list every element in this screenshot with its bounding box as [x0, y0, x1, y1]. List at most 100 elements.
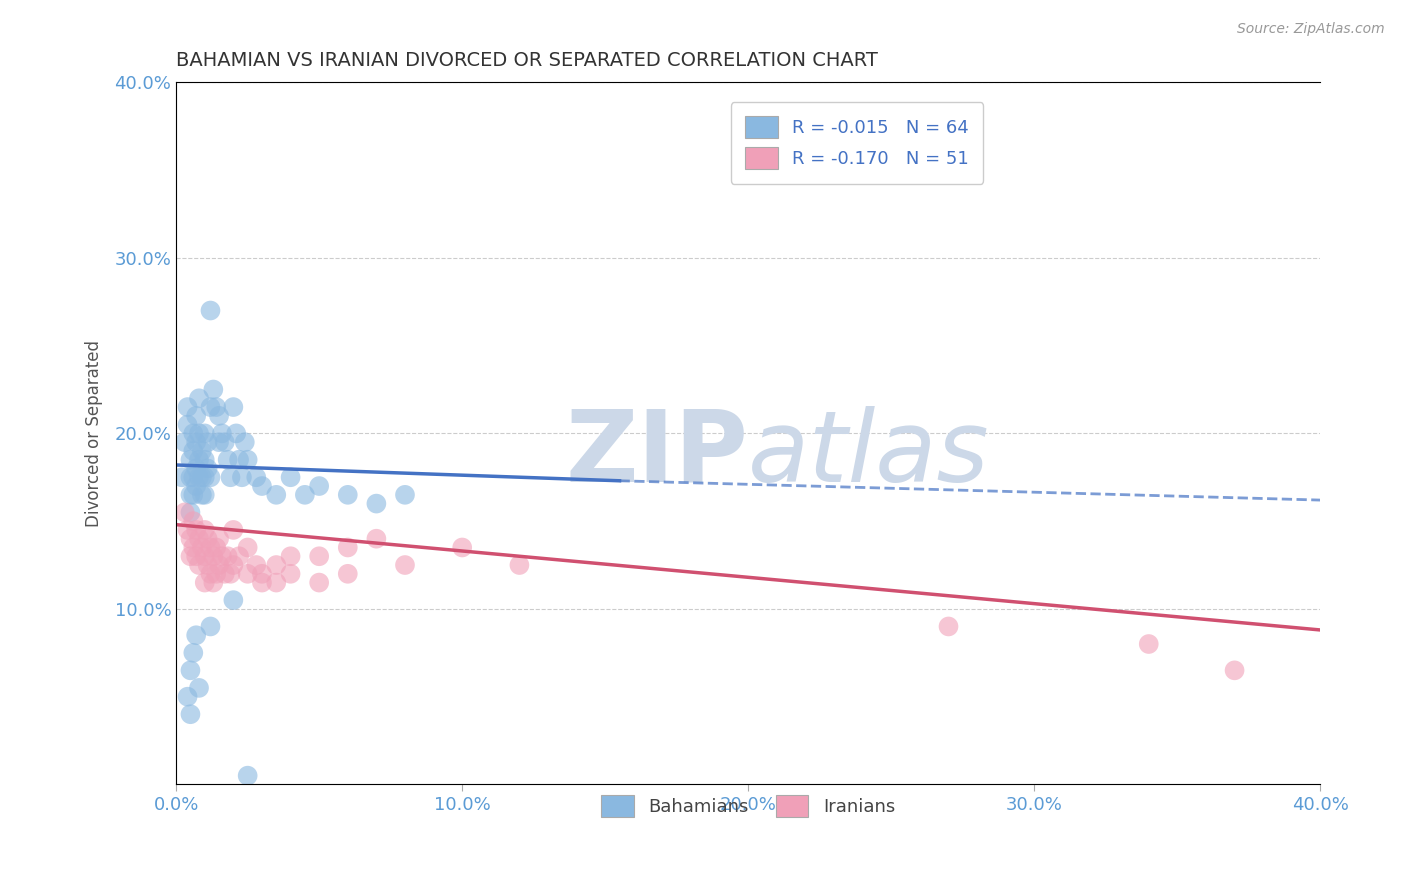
Point: [211, 549, 233, 564]
Point: [308, 549, 330, 564]
Point: [188, 392, 211, 406]
Point: [222, 400, 245, 414]
Point: [173, 505, 195, 519]
Point: [394, 558, 416, 572]
Point: [186, 409, 208, 423]
Point: [181, 470, 204, 484]
Point: [236, 566, 259, 581]
Point: [200, 470, 222, 484]
Point: [214, 566, 236, 581]
Point: [188, 558, 211, 572]
Point: [236, 769, 259, 783]
Point: [179, 664, 201, 678]
Point: [176, 417, 198, 432]
Point: [186, 628, 208, 642]
Text: atlas: atlas: [748, 406, 990, 503]
Point: [188, 681, 211, 695]
Point: [194, 575, 217, 590]
Point: [222, 523, 245, 537]
Point: [202, 549, 225, 564]
Point: [205, 566, 228, 581]
Point: [217, 452, 239, 467]
Point: [188, 532, 211, 546]
Point: [938, 619, 960, 633]
Point: [208, 558, 231, 572]
Point: [186, 523, 208, 537]
Point: [176, 400, 198, 414]
Point: [219, 566, 242, 581]
Point: [280, 566, 302, 581]
Point: [236, 452, 259, 467]
Point: [181, 541, 204, 555]
Point: [191, 488, 214, 502]
Point: [222, 558, 245, 572]
Point: [233, 435, 256, 450]
Point: [194, 452, 217, 467]
Point: [194, 549, 217, 564]
Point: [200, 566, 222, 581]
Point: [208, 435, 231, 450]
Point: [394, 488, 416, 502]
Point: [181, 426, 204, 441]
Point: [188, 426, 211, 441]
Point: [179, 532, 201, 546]
Point: [197, 532, 219, 546]
Point: [191, 470, 214, 484]
Point: [366, 497, 388, 511]
Point: [308, 575, 330, 590]
Point: [336, 566, 359, 581]
Point: [179, 470, 201, 484]
Point: [250, 575, 273, 590]
Point: [179, 505, 201, 519]
Point: [181, 514, 204, 528]
Point: [188, 452, 211, 467]
Point: [176, 690, 198, 704]
Point: [245, 558, 267, 572]
Point: [186, 461, 208, 475]
Point: [264, 575, 287, 590]
Point: [1223, 664, 1246, 678]
Point: [200, 400, 222, 414]
Point: [228, 452, 250, 467]
Point: [179, 488, 201, 502]
Point: [214, 435, 236, 450]
Point: [205, 400, 228, 414]
Point: [188, 470, 211, 484]
Point: [191, 444, 214, 458]
Point: [228, 549, 250, 564]
Point: [225, 426, 247, 441]
Point: [194, 523, 217, 537]
Point: [264, 558, 287, 572]
Point: [202, 575, 225, 590]
Point: [186, 479, 208, 493]
Point: [211, 426, 233, 441]
Point: [208, 409, 231, 423]
Point: [197, 558, 219, 572]
Point: [179, 549, 201, 564]
Point: [194, 426, 217, 441]
Point: [205, 541, 228, 555]
Y-axis label: Divorced or Separated: Divorced or Separated: [86, 340, 103, 527]
Point: [508, 558, 530, 572]
Point: [366, 532, 388, 546]
Point: [451, 541, 474, 555]
Point: [176, 523, 198, 537]
Point: [181, 444, 204, 458]
Point: [208, 532, 231, 546]
Point: [236, 541, 259, 555]
Point: [200, 303, 222, 318]
Point: [202, 383, 225, 397]
Point: [170, 470, 193, 484]
Point: [264, 488, 287, 502]
Point: [336, 488, 359, 502]
Point: [308, 479, 330, 493]
Point: [181, 488, 204, 502]
Point: [173, 435, 195, 450]
Point: [197, 435, 219, 450]
Point: [231, 470, 253, 484]
Point: [186, 435, 208, 450]
Point: [194, 488, 217, 502]
Point: [186, 549, 208, 564]
Text: Source: ZipAtlas.com: Source: ZipAtlas.com: [1237, 22, 1385, 37]
Point: [336, 541, 359, 555]
